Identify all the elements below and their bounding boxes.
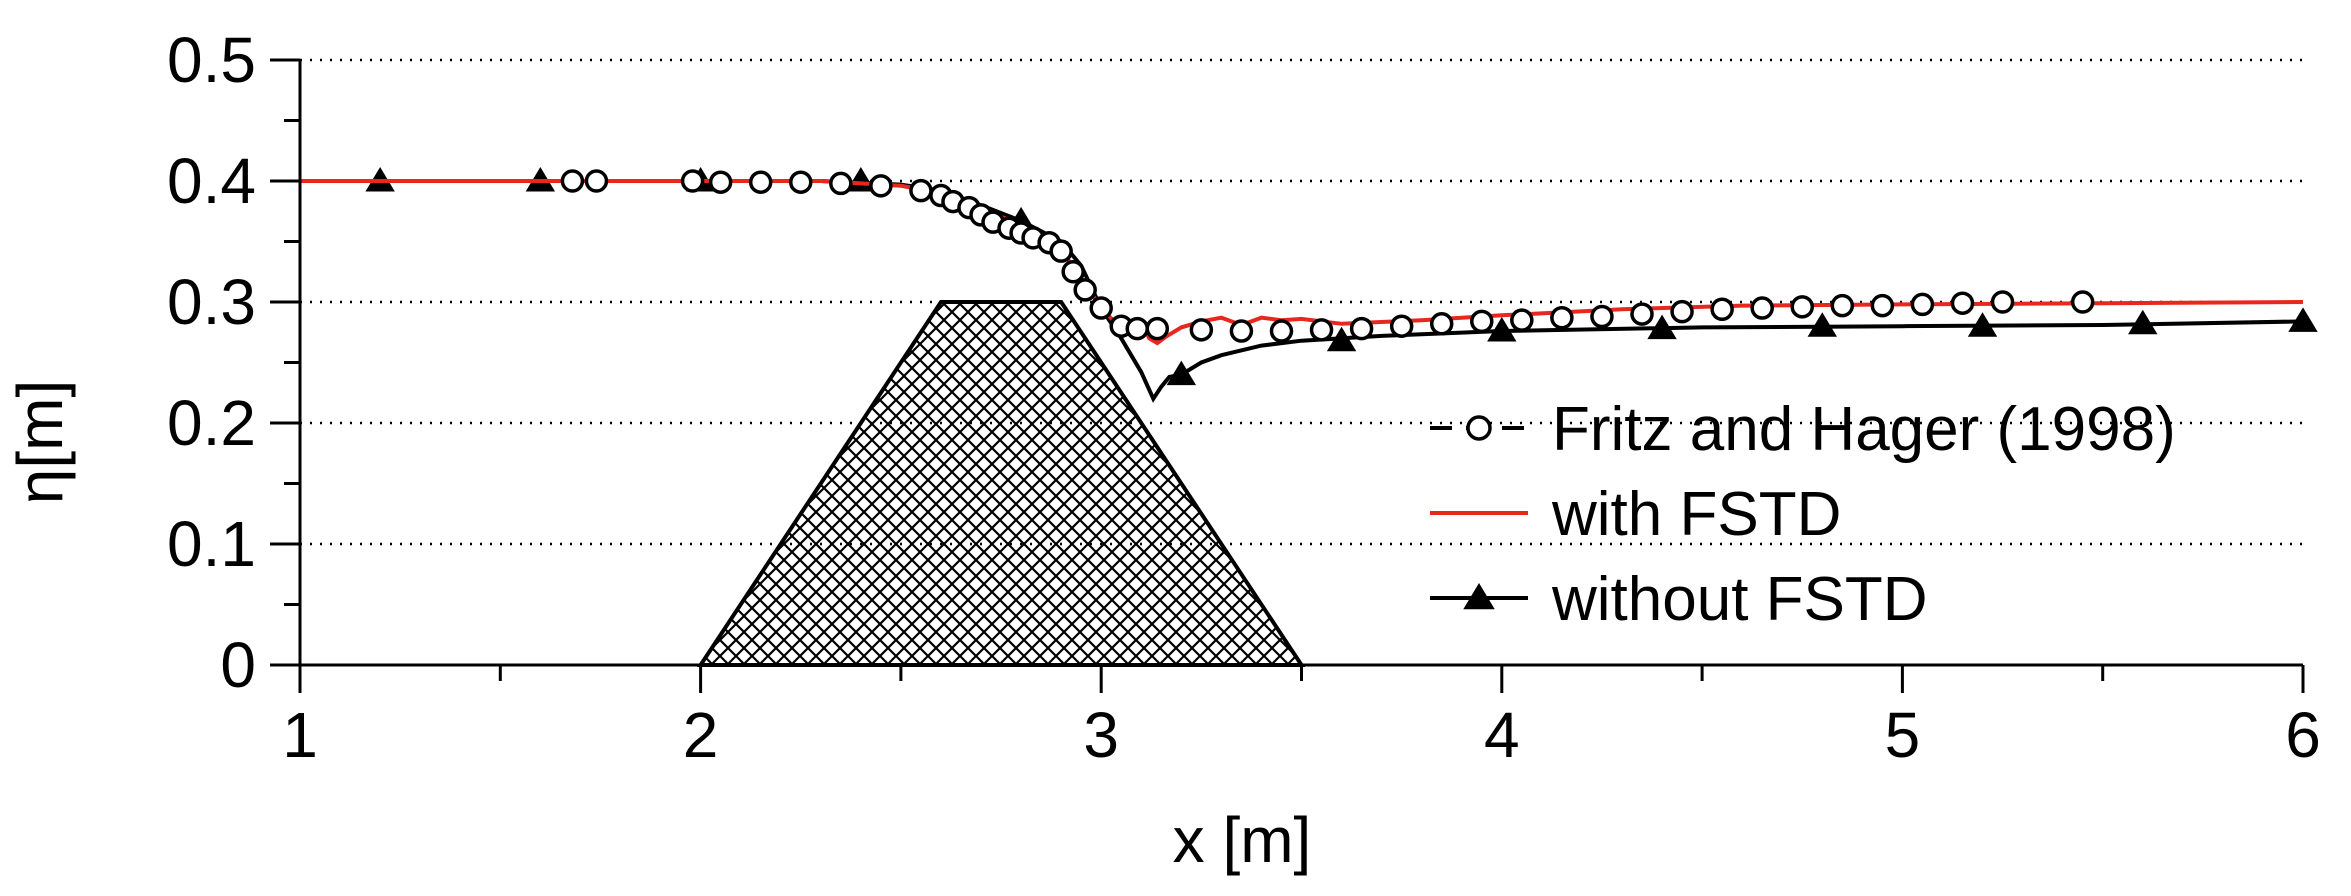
series-fritz-hager-point — [1550, 305, 1574, 330]
series-without-fstd-marker — [1166, 360, 1197, 386]
series-fritz-hager-point — [829, 171, 853, 196]
series-fritz-hager-point — [1510, 308, 1534, 332]
series-without-fstd-marker — [1967, 312, 1998, 337]
y-tick-label: 0.5 — [167, 24, 256, 96]
series-fritz-hager-point — [1089, 296, 1113, 320]
y-axis-label: η[m] — [4, 380, 76, 504]
series-fritz-hager-point — [1269, 319, 1294, 343]
series-without-fstd-marker — [1647, 314, 1677, 340]
series-fritz-hager-point — [1590, 304, 1614, 329]
series-fritz-hager-point — [1710, 297, 1734, 322]
x-tick-label: 1 — [282, 699, 318, 771]
legend: Fritz and Hager (1998) with FSTD without F… — [1430, 395, 2176, 634]
series-fritz-hager-point — [2070, 290, 2095, 314]
axes: 0 0.1 0.2 0.3 0.4 0.5 1 2 3 4 5 6 — [167, 24, 2321, 771]
labels: x [m] η[m] — [4, 380, 1311, 876]
series-fritz-hager-point — [1670, 299, 1694, 324]
grid — [300, 58, 2303, 546]
series-fritz-hager-point — [1790, 295, 1814, 319]
legend-entry-label: without FSTD — [1551, 565, 1928, 634]
legend-entry-label: Fritz and Hager (1998) — [1552, 395, 2176, 464]
series-fritz-hager-point — [1830, 293, 1855, 318]
series-without-fstd-line — [300, 179, 2304, 403]
series-fritz-hager-point — [1309, 318, 1334, 342]
series-fritz-hager-point — [1870, 293, 1895, 318]
series-fritz-hager-point — [869, 174, 893, 198]
series-fritz-hager-point — [1349, 316, 1374, 341]
series-fritz-hager-point — [748, 170, 773, 194]
x-tick-label: 2 — [683, 699, 719, 771]
series-fritz-hager-point — [1750, 296, 1774, 320]
series-fritz-hager-point — [1630, 302, 1654, 326]
y-tick-label: 0.3 — [167, 266, 256, 338]
series-fritz-hager-point — [1389, 314, 1414, 338]
x-tick-label: 3 — [1083, 699, 1119, 771]
y-tick-label: 0.4 — [167, 145, 256, 217]
x-axis-label: x [m] — [1173, 804, 1312, 876]
series-fritz-hager-point — [1990, 290, 2015, 314]
series-fritz-hager-point — [708, 170, 733, 194]
series-layer — [300, 167, 2318, 403]
series-fritz-hager-point — [1189, 318, 1214, 342]
y-tick-label: 0.1 — [167, 508, 256, 580]
series-fritz-hager-point — [1073, 278, 1097, 302]
x-tick-label: 4 — [1484, 699, 1520, 771]
series-fritz-hager-point — [1125, 316, 1150, 341]
legend-entry-label: with FSTD — [1551, 480, 1841, 549]
series-fritz-hager-point — [1910, 292, 1935, 317]
series-without-fstd-marker — [2128, 309, 2158, 335]
series-fritz-hager-point — [584, 169, 609, 193]
series-fritz-hager-point — [1229, 319, 1254, 343]
series-fritz-hager-point — [1061, 260, 1085, 284]
series-without-fstd-marker — [1326, 326, 1357, 352]
legend-fritz-hager-marker — [1466, 415, 1492, 441]
series-fritz-hager-point — [1145, 316, 1170, 341]
series-without-fstd-marker — [1807, 312, 1837, 337]
series-with-fstd-line — [300, 179, 2304, 346]
x-tick-label: 6 — [2285, 699, 2321, 771]
series-fritz-hager-point — [1049, 239, 1073, 263]
obstacle — [696, 300, 1306, 667]
x-tick-label: 5 — [1885, 699, 1921, 771]
series-fritz-hager-point — [1470, 309, 1494, 334]
obstacle-trapezoid — [696, 300, 1306, 667]
series-fritz-hager-point — [789, 170, 813, 194]
series-fritz-hager-point — [680, 169, 705, 193]
series-without-fstd-marker — [2288, 307, 2318, 332]
y-tick-label: 0 — [220, 629, 256, 701]
series-fritz-hager-point — [1950, 291, 1975, 315]
series-without-fstd-marker — [1487, 317, 1517, 342]
y-tick-label: 0.2 — [167, 387, 256, 459]
series-fritz-hager-point — [1429, 312, 1454, 336]
series-fritz-hager-point — [909, 178, 933, 203]
legend-without-fstd-marker — [1463, 583, 1495, 610]
series-fritz-hager-point — [560, 169, 585, 193]
